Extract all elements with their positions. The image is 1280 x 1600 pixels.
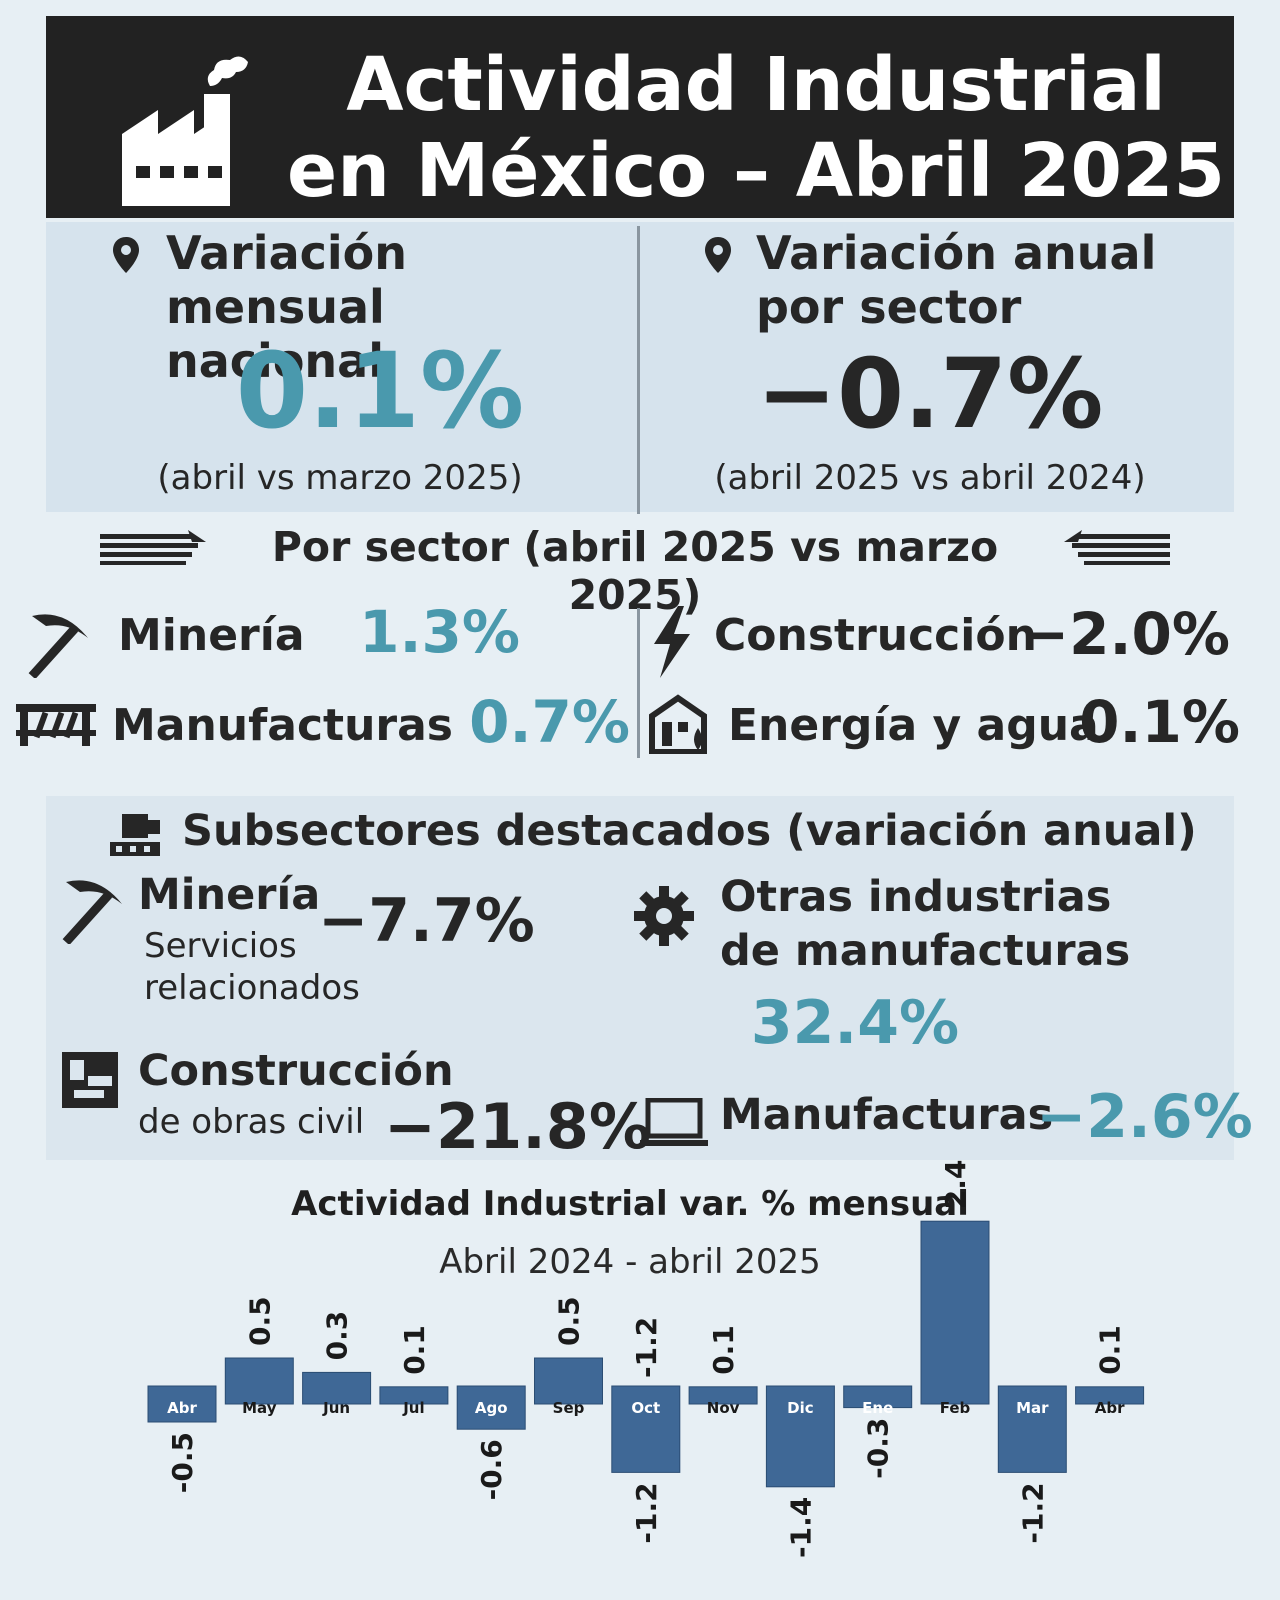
chart-data-label: 0.3 bbox=[321, 1311, 354, 1361]
sector-label-energia: Energía y agua bbox=[728, 700, 1099, 751]
factory-icon bbox=[122, 56, 248, 206]
laptop-icon bbox=[640, 1098, 708, 1146]
pickaxe-icon bbox=[62, 880, 122, 944]
sector-value-mineria: 1.3% bbox=[359, 598, 520, 666]
page-title: Actividad Industrial en México – Abril 2… bbox=[287, 42, 1225, 214]
blueprint-icon bbox=[62, 1052, 118, 1108]
energy-water-icon bbox=[649, 694, 707, 754]
sub-civil-value: −21.8% bbox=[384, 1090, 652, 1163]
chart-tick-label: Dic bbox=[787, 1399, 813, 1417]
chart-data-label: -1.2 bbox=[630, 1317, 663, 1378]
sub-manuf-label: Manufacturas bbox=[720, 1090, 1054, 1140]
sub-mining-sub1: Servicios bbox=[144, 926, 297, 966]
sector-label-mineria: Minería bbox=[118, 610, 305, 661]
chart-tick-label: Abr bbox=[1095, 1399, 1125, 1417]
chart-data-label: 0.1 bbox=[707, 1325, 740, 1375]
subsectors-title: Subsectores destacados (variación anual) bbox=[182, 806, 1197, 856]
chart-bar bbox=[147, 1385, 217, 1423]
sector-value-energia: 0.1% bbox=[1079, 688, 1240, 756]
chart-subtitle: Abril 2024 - abril 2025 bbox=[439, 1242, 821, 1282]
chart-data-label: -1.4 bbox=[784, 1497, 817, 1558]
chart-bar bbox=[224, 1357, 294, 1405]
chart-data-label: -0.6 bbox=[475, 1439, 508, 1500]
sub-civil-sub: de obras civil bbox=[138, 1102, 365, 1142]
sub-manuf-value: −2.6% bbox=[1036, 1082, 1253, 1152]
chart-bar bbox=[611, 1385, 681, 1473]
chart-bar bbox=[920, 1220, 990, 1405]
chart-data-label: 0.1 bbox=[1094, 1325, 1127, 1375]
chart-bar bbox=[456, 1385, 526, 1430]
sub-other-value: 32.4% bbox=[750, 988, 960, 1058]
chart-bar bbox=[1075, 1386, 1145, 1405]
chart-bar bbox=[534, 1357, 603, 1405]
kpi-panel bbox=[46, 222, 1234, 512]
chart-tick-label: May bbox=[242, 1399, 277, 1417]
lightning-icon bbox=[654, 606, 690, 678]
kpi-annual-label: Variación anual por sector bbox=[756, 226, 1157, 334]
pickaxe-icon bbox=[28, 614, 88, 678]
chart-bar bbox=[997, 1385, 1067, 1473]
subsectors-panel bbox=[46, 796, 1234, 1160]
chart-tick-label: Feb bbox=[940, 1399, 971, 1417]
chart-data-label: -0.5 bbox=[166, 1432, 199, 1493]
sector-label-manufacturas: Manufacturas bbox=[112, 700, 453, 751]
kpi-annual-note: (abril 2025 vs abril 2024) bbox=[714, 458, 1146, 498]
header-banner: Actividad Industrial en México – Abril 2… bbox=[46, 16, 1234, 218]
chart-data-label: 0.1 bbox=[398, 1325, 431, 1375]
arrow-lines-icon bbox=[1064, 530, 1170, 565]
machine-icon bbox=[110, 814, 160, 856]
sector-value-construccion: −2.0% bbox=[1020, 600, 1230, 668]
sector-divider bbox=[637, 608, 640, 758]
chart-tick-label: Nov bbox=[707, 1399, 740, 1417]
sub-mining-value: −7.7% bbox=[318, 886, 535, 956]
sector-label-construccion: Construcción bbox=[714, 610, 1037, 661]
chart-data-label: 2.4 bbox=[939, 1160, 972, 1210]
location-pin-icon bbox=[113, 237, 139, 273]
gear-icon bbox=[634, 886, 694, 946]
chart-tick-label: Abr bbox=[167, 1399, 197, 1417]
arrow-lines-icon bbox=[100, 530, 206, 565]
sub-civil-label: Construcción bbox=[138, 1046, 454, 1096]
chart-bar bbox=[688, 1386, 758, 1405]
kpi-monthly-value: 0.1% bbox=[235, 330, 525, 452]
chart-data-label: -1.2 bbox=[630, 1482, 663, 1543]
chart-data-label: -0.3 bbox=[862, 1418, 895, 1479]
kpi-monthly-label: Variación mensual nacional bbox=[166, 226, 408, 388]
sector-value-manufacturas: 0.7% bbox=[469, 688, 630, 756]
sub-mining-label: Minería bbox=[138, 870, 321, 920]
chart-tick-label: Mar bbox=[1016, 1399, 1049, 1417]
sub-other-label: Otras industrias de manufacturas bbox=[720, 872, 1131, 976]
chart-tick-label: Oct bbox=[631, 1399, 660, 1417]
kpi-annual-value: −0.7% bbox=[756, 338, 1104, 450]
chart-bar bbox=[843, 1385, 913, 1409]
chart-data-label: 0.5 bbox=[553, 1296, 586, 1346]
chart-tick-label: Ene bbox=[862, 1399, 893, 1417]
chart-bar bbox=[302, 1371, 372, 1405]
factory-rails-icon bbox=[16, 704, 96, 746]
chart-data-label: -1.2 bbox=[1016, 1482, 1049, 1543]
location-pin-icon bbox=[705, 237, 731, 273]
kpi-divider bbox=[637, 226, 640, 514]
chart-data-label: 0.5 bbox=[243, 1296, 276, 1346]
sub-mining-sub2: relacionados bbox=[144, 968, 360, 1008]
kpi-monthly-note: (abril vs marzo 2025) bbox=[157, 458, 523, 498]
chart-tick-label: Jul bbox=[402, 1399, 424, 1417]
chart-tick-label: Sep bbox=[553, 1399, 585, 1417]
chart-title: Actividad Industrial var. % mensual bbox=[291, 1184, 969, 1224]
chart-tick-label: Jun bbox=[322, 1399, 350, 1417]
chart-bar bbox=[765, 1385, 835, 1488]
chart-tick-label: Ago bbox=[475, 1399, 508, 1417]
chart-bar bbox=[379, 1386, 449, 1405]
sectors-title: Por sector (abril 2025 vs marzo 2025) bbox=[271, 523, 999, 619]
